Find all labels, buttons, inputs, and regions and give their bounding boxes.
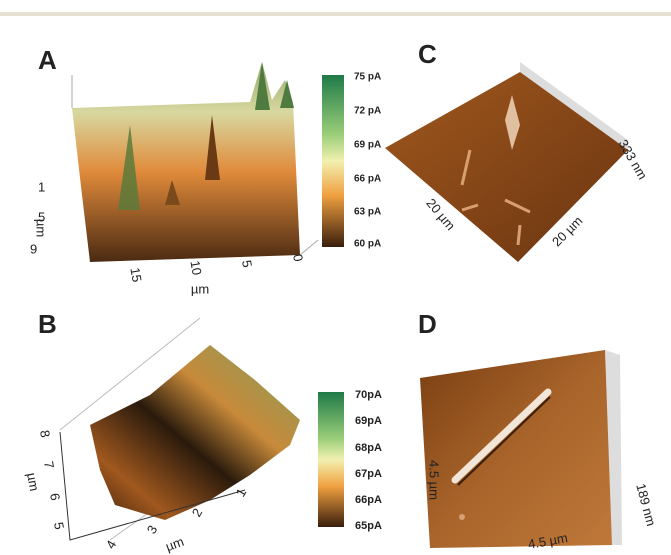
- z-axis-label: 333 nm: [616, 137, 651, 182]
- y-axis-unit: µm: [34, 219, 49, 237]
- panel-label: C: [418, 39, 437, 69]
- surface-d: [420, 350, 622, 548]
- x-tick-label: 1: [233, 486, 250, 500]
- x-tick-label: 15: [127, 266, 144, 283]
- colorbar-label: 72 pA: [354, 106, 381, 117]
- panel-label: A: [38, 45, 57, 75]
- x-axis-label: 4.5 µm: [527, 530, 569, 552]
- x-tick-label: 0: [290, 253, 306, 263]
- y-tick-label: 9: [30, 241, 37, 256]
- colorbar-label: 69pA: [355, 415, 382, 427]
- x-tick-label: 3: [144, 523, 161, 537]
- y-tick-label: 5: [51, 521, 67, 531]
- colorbar: [322, 75, 344, 247]
- panel-label: D: [418, 309, 437, 339]
- y-tick-label: 8: [37, 429, 53, 439]
- y-tick-label: 1: [38, 179, 45, 194]
- x-axis-unit: µm: [191, 281, 209, 296]
- x-tick-label: 5: [239, 259, 255, 269]
- top-rule: [0, 12, 671, 16]
- colorbar-label: 68pA: [355, 442, 382, 454]
- surface-b: [59, 317, 300, 541]
- colorbar-label: 66pA: [355, 494, 382, 506]
- y-axis-unit: µm: [24, 471, 42, 492]
- colorbar-label: 65pA: [355, 520, 382, 532]
- colorbar-label: 63 pA: [354, 207, 381, 218]
- x-tick-label: 10: [187, 259, 204, 276]
- colorbar-label: 60 pA: [354, 239, 381, 250]
- y-tick-label: 5: [38, 209, 45, 224]
- panel-label: B: [38, 309, 57, 339]
- surface-a: [71, 62, 319, 262]
- colorbar-label: 70pA: [355, 389, 382, 401]
- y-axis-label: 4.5 µm: [427, 460, 442, 500]
- colorbar-label: 69 pA: [354, 140, 381, 151]
- y-tick-label: 6: [47, 492, 63, 502]
- x-axis-unit: µm: [163, 534, 185, 554]
- x-tick-label: 2: [189, 506, 206, 520]
- z-axis-label: 189 nm: [633, 482, 659, 528]
- colorbar-label: 66 pA: [354, 174, 381, 185]
- colorbar-label: 75 pA: [354, 72, 381, 83]
- colorbar: [318, 392, 344, 527]
- surface-c: [385, 62, 628, 262]
- colorbar-label: 67pA: [355, 468, 382, 480]
- y-tick-label: 7: [41, 460, 57, 470]
